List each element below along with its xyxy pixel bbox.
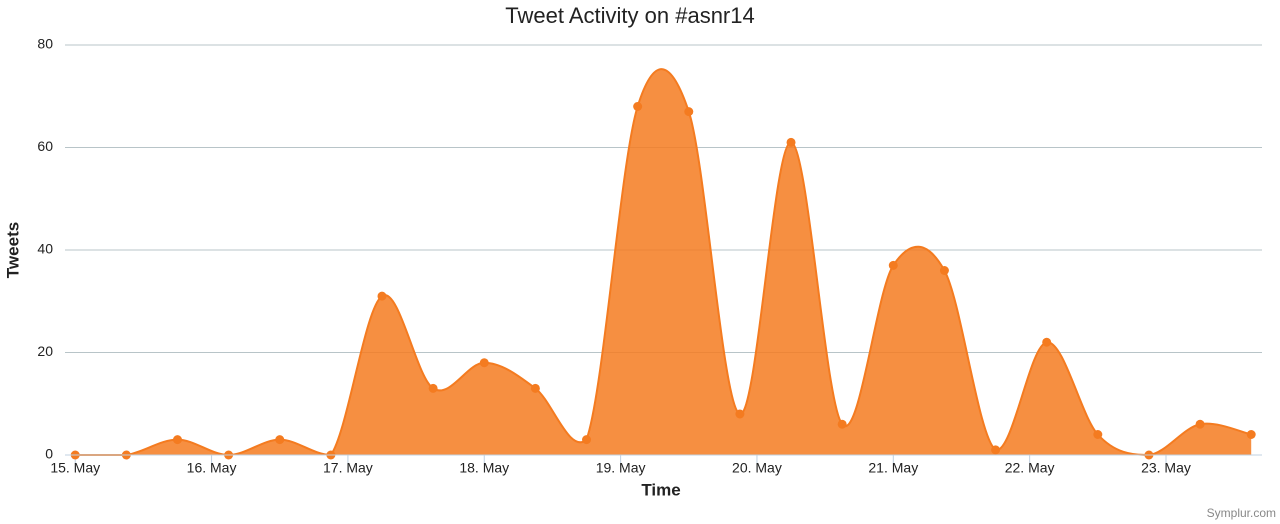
point (582, 435, 592, 445)
point (684, 107, 694, 117)
credits: Symplur.com (1207, 506, 1276, 520)
area (75, 69, 1252, 455)
x-tick-label: 16. May (187, 460, 237, 476)
point (837, 419, 847, 429)
point (530, 383, 540, 393)
chart-title: Tweet Activity on #asnr14 (505, 3, 754, 28)
y-tick-label: 80 (37, 36, 53, 52)
point (479, 358, 489, 368)
point (1042, 337, 1052, 347)
point (1246, 430, 1256, 439)
x-tick-label: 21. May (868, 460, 918, 476)
point (786, 137, 796, 147)
point (939, 266, 949, 275)
x-tick-label: 22. May (1005, 460, 1055, 476)
y-tick-label: 40 (37, 241, 53, 257)
y-tick-label: 20 (37, 343, 53, 359)
point (633, 102, 643, 111)
point (377, 291, 387, 301)
y-tick-label: 60 (37, 138, 53, 154)
x-tick-label: 18. May (459, 460, 509, 476)
point (428, 383, 438, 393)
point (1195, 419, 1205, 429)
y-tick-label: 0 (45, 446, 53, 462)
x-axis-title: Time (641, 480, 680, 499)
x-tick-label: 23. May (1141, 460, 1191, 476)
x-tick-label: 17. May (323, 460, 373, 476)
point (735, 409, 745, 419)
x-tick-label: 19. May (596, 460, 646, 476)
point (172, 435, 182, 445)
y-axis-title: Tweets (3, 222, 22, 278)
x-tick-label: 15. May (50, 460, 100, 476)
x-tick-label: 20. May (732, 460, 782, 476)
point (888, 260, 898, 270)
point (1093, 430, 1103, 439)
line (75, 68, 1252, 457)
point (991, 445, 1001, 455)
point (275, 435, 285, 445)
